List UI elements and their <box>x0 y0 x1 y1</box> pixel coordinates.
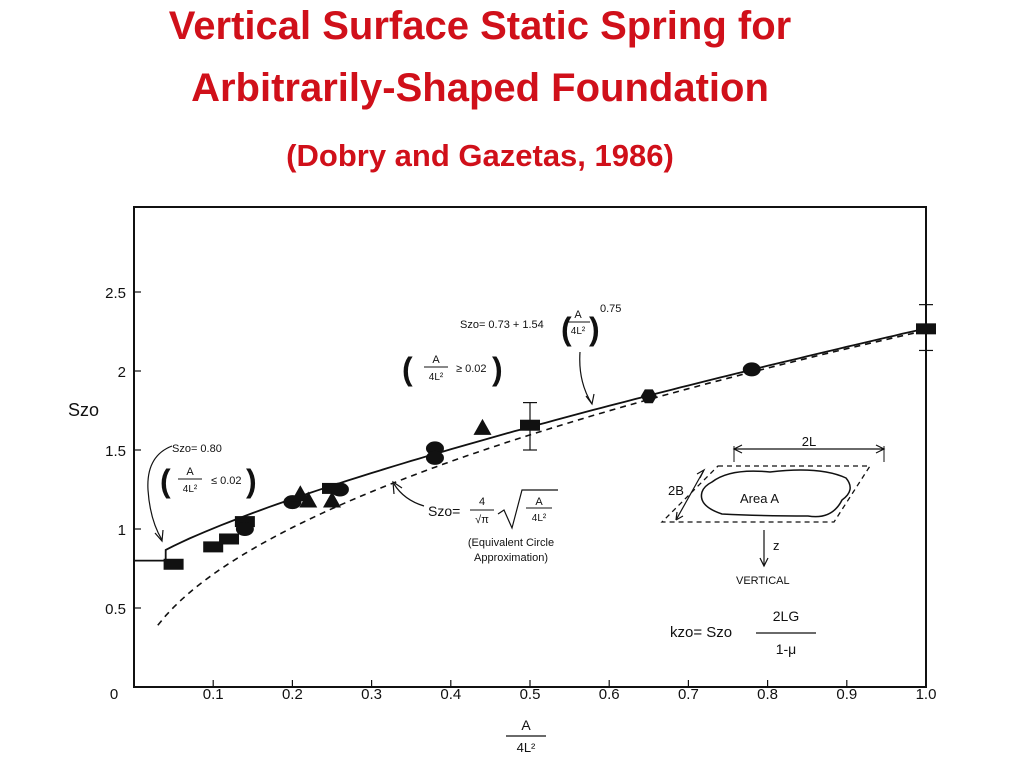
x-tick-label: 0.9 <box>836 686 857 703</box>
y-tick-label: 2 <box>118 364 126 381</box>
svg-text:4L²: 4L² <box>183 484 198 495</box>
data-point-square <box>203 541 224 553</box>
title-line-1: Vertical Surface Static Spring for <box>168 4 792 48</box>
svg-text:4: 4 <box>479 496 485 508</box>
svg-text:(: ( <box>561 311 572 347</box>
data-point-square <box>520 419 540 431</box>
y-tick-label: 0.5 <box>105 601 126 618</box>
svg-text:≤ 0.02: ≤ 0.02 <box>211 475 242 487</box>
label-2b: 2B <box>668 483 684 498</box>
x-axis-label-numerator: A <box>521 717 531 733</box>
foundation-shape <box>700 469 851 518</box>
data-point-square <box>163 558 184 570</box>
x-tick-label: 0.3 <box>361 686 382 703</box>
x-tick-label: 0.1 <box>203 686 224 703</box>
label-z: z <box>773 538 780 553</box>
annotation-low-value: Szo= 0.80 ( A 4L² ≤ 0.02 ) <box>147 443 257 543</box>
svg-text:kzo= Szo: kzo= Szo <box>670 624 732 641</box>
svg-text:Szo= 0.73 + 1.54: Szo= 0.73 + 1.54 <box>460 319 544 331</box>
svg-text:4L²: 4L² <box>532 513 547 524</box>
x-tick-label: 0.8 <box>757 686 778 703</box>
data-point-square <box>234 516 255 528</box>
x-tick-label: 0 <box>110 686 118 703</box>
x-axis: 0 0.1 0.2 0.3 0.4 0.5 0.6 0.7 0.8 0.9 1.0 <box>110 680 937 703</box>
x-axis-label: A 4L² <box>506 717 546 755</box>
svg-text:A: A <box>186 466 194 478</box>
svg-text:Szo=: Szo= <box>428 503 460 519</box>
data-point-triangle <box>299 491 318 508</box>
x-axis-label-denominator: 4L² <box>517 740 536 755</box>
svg-text:(Equivalent Circle: (Equivalent Circle <box>468 537 554 549</box>
svg-text:(: ( <box>402 351 413 387</box>
data-point-circle <box>742 362 761 377</box>
foundation-rectangle <box>660 465 872 523</box>
y-axis: 0.5 1 1.5 2 2.5 <box>105 285 141 618</box>
y-axis-label: Szo <box>68 400 99 420</box>
data-point-square <box>916 323 936 335</box>
data-point-triangle <box>291 485 310 502</box>
data-point-circle <box>330 482 349 497</box>
label-area: Area A <box>740 491 779 506</box>
y-tick-label: 1.5 <box>105 443 126 460</box>
svg-text:0.75: 0.75 <box>600 303 621 315</box>
svg-text:2LG: 2LG <box>773 608 799 624</box>
x-tick-label: 0.6 <box>599 686 620 703</box>
foundation-diagram: 2L 2B Area A z VERTICAL <box>660 434 886 587</box>
title-line-2: Arbitrarily-Shaped Foundation <box>191 66 769 110</box>
x-tick-label: 0.5 <box>520 686 541 703</box>
data-point-triangle <box>473 418 492 435</box>
label-2l: 2L <box>802 434 816 449</box>
data-point-circle <box>235 522 254 536</box>
svg-text:A: A <box>535 496 543 508</box>
label-vertical: VERTICAL <box>736 575 790 587</box>
y-tick-label: 1 <box>118 522 126 539</box>
svg-text:Szo= 0.80: Szo= 0.80 <box>172 443 222 455</box>
data-point-circle <box>425 450 444 465</box>
svg-text:Approximation): Approximation) <box>474 552 548 564</box>
svg-text:): ) <box>246 463 257 499</box>
svg-text:): ) <box>589 311 600 347</box>
curve-equivalent-circle <box>157 329 927 626</box>
annotation-kzo-formula: kzo= Szo 2LG 1-μ <box>670 608 816 657</box>
data-point-triangle <box>323 491 341 508</box>
x-tick-label: 0.2 <box>282 686 303 703</box>
annotation-condition-high: ( A 4L² ≥ 0.02 ) <box>402 351 503 387</box>
x-tick-label: 1.0 <box>916 686 937 703</box>
data-markers <box>163 323 936 570</box>
svg-text:1-μ: 1-μ <box>776 641 797 657</box>
svg-text:√π: √π <box>475 514 489 526</box>
y-tick-label: 2.5 <box>105 285 126 302</box>
svg-text:4L²: 4L² <box>571 326 586 337</box>
svg-text:A: A <box>432 354 440 366</box>
svg-text:A: A <box>574 309 582 321</box>
svg-text:(: ( <box>160 463 171 499</box>
data-point-square <box>219 533 240 545</box>
annotation-circle-formula: Szo= 4 √π A 4L² (Equivalent Circle Appro… <box>392 480 558 564</box>
annotation-fit-formula: Szo= 0.73 + 1.54 ( A 4L² ) 0.75 <box>460 303 621 406</box>
data-point-hexagon <box>640 389 657 404</box>
title-citation: (Dobry and Gazetas, 1986) <box>286 138 674 173</box>
svg-text:≥ 0.02: ≥ 0.02 <box>456 363 487 375</box>
x-tick-label: 0.7 <box>678 686 699 703</box>
svg-text:4L²: 4L² <box>429 372 444 383</box>
x-tick-label: 0.4 <box>440 686 461 703</box>
svg-text:): ) <box>492 351 503 387</box>
